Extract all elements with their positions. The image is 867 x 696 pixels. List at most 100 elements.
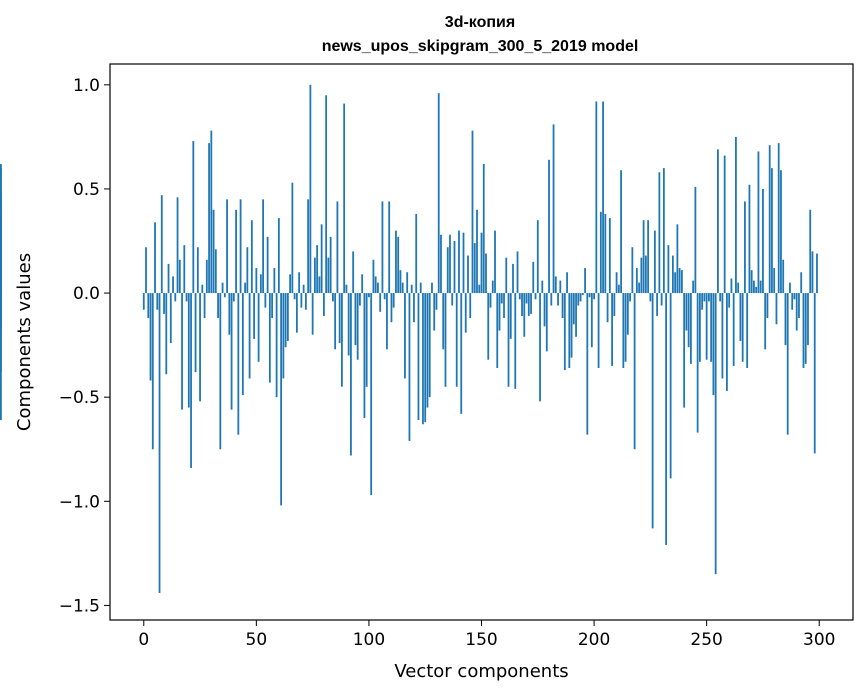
bar-91 [347,293,350,356]
bar-187 [563,293,566,371]
chart-title-line-2: news_upos_skipgram_300_5_2019 model [322,38,639,55]
bar-257 [721,293,724,379]
bar-217 [631,247,634,294]
bar-8 [160,195,163,294]
bar-126 [426,293,429,408]
bar-298 [813,293,816,454]
bar-163 [509,293,512,339]
bar-254 [714,293,717,575]
bar-284 [782,259,785,294]
bar-122 [417,293,420,421]
bar-43 [239,199,242,294]
bar-21 [190,293,192,468]
chart-title: 3d-копия news_upos_skipgram_300_5_2019 m… [322,14,639,55]
x-tick-label: 200 [578,630,610,650]
bar-201 [595,101,598,294]
bar-118 [408,293,411,441]
bar-270 [750,270,753,294]
bar-282 [777,143,780,294]
bar-140 [458,230,460,294]
bar-48 [250,220,253,294]
x-tick-label: 100 [353,630,385,650]
bar-194 [579,293,582,302]
bar-5 [154,222,156,294]
bar-128 [431,282,433,294]
bar-189 [568,293,571,369]
bar-68 [295,293,298,333]
bar-293 [802,293,805,369]
bar-88 [341,293,343,387]
bar-132 [440,234,442,294]
bar-90 [345,284,348,294]
bar-146 [471,130,474,294]
bar-9 [163,293,165,314]
bar-263 [735,136,737,294]
bar-18 [183,245,186,294]
bar-29 [208,143,210,294]
bar-247 [699,293,701,362]
bar-268 [746,293,749,369]
bar-287 [789,282,791,294]
bar-182 [552,124,555,294]
bar-66 [291,182,294,294]
bar-291 [798,293,800,319]
bar-45 [244,282,246,294]
bar-276 [764,293,767,350]
bar-188 [566,272,568,294]
bar-218 [633,293,636,450]
bar-119 [410,284,413,294]
bar-4 [151,293,154,450]
x-tick-label: 250 [690,630,722,650]
bar-75 [311,293,314,335]
bar-292 [800,272,803,294]
bar-195 [581,293,584,296]
bar-34 [219,293,222,450]
y-tick-label: −0.5 [59,388,100,408]
bar-85 [334,293,337,350]
bar-221 [640,257,643,294]
bar-224 [647,220,650,294]
bar-46 [246,247,249,294]
bar-167 [518,293,521,300]
bar-105 [379,293,382,312]
bar-285 [784,293,787,346]
bar-267 [744,201,746,294]
bar-93 [352,251,355,294]
bar-7 [158,293,161,593]
bar-283 [780,170,782,294]
bar-277 [766,293,769,319]
bar-59 [275,293,278,398]
bar-286 [786,293,789,435]
bar-275 [762,188,764,294]
bar-240 [683,293,686,408]
bar-227 [653,230,656,294]
bar-39 [230,293,233,410]
bar-2 [147,293,150,319]
bar-214 [624,293,627,362]
bar-103 [374,276,377,294]
bar-248 [701,293,704,310]
bar-169 [523,293,526,337]
y-axis-ticks: −1.5 −1.0 −0.5 0.0 0.5 1.0 [59,76,110,616]
x-tick-label: 0 [138,630,149,650]
bar-97 [361,274,364,294]
bar-191 [572,293,575,325]
bar-210 [615,272,618,294]
bar-25 [199,293,201,402]
bar-83 [329,236,332,294]
bar-145 [469,293,472,319]
bar-10 [165,293,168,375]
bar-231 [662,168,665,294]
bar-89 [343,103,346,294]
bar-57 [271,293,274,319]
bar-159 [500,293,503,304]
bar-172 [530,293,532,314]
bar-264 [737,282,740,294]
bar-115 [401,282,404,294]
bar-102 [372,259,375,294]
bar-171 [527,293,530,316]
bar-216 [629,293,631,302]
bar-230 [660,293,663,306]
bar-62 [282,293,285,379]
bar-147 [473,243,476,294]
